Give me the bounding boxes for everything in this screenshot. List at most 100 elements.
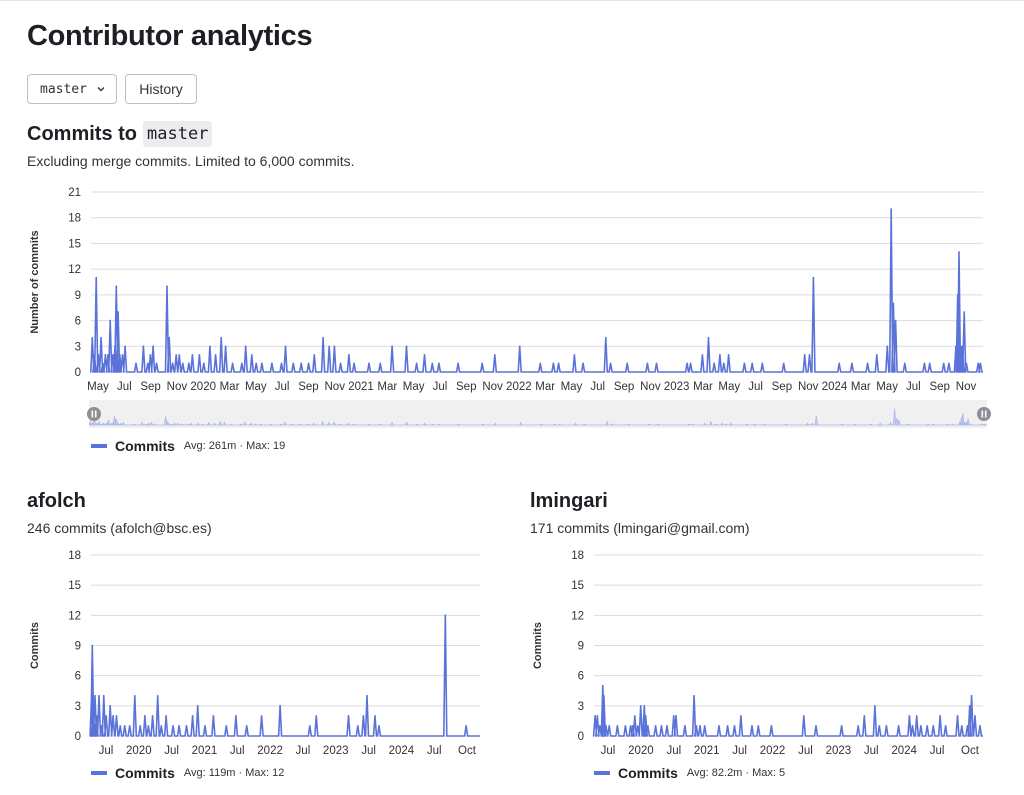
data-point [609,362,612,365]
data-point [244,345,247,348]
data-point [313,354,316,356]
x-tick-label: Sep [614,381,634,393]
data-point [605,725,607,727]
data-point [109,319,111,322]
data-point [156,695,159,697]
x-tick-label: Jul [99,745,114,757]
data-point [718,725,720,727]
data-point [979,725,981,727]
y-tick-label: 9 [75,641,81,653]
data-point [639,705,642,707]
y-tick-label: 18 [571,550,584,562]
data-point [851,362,853,365]
data-point [944,725,947,727]
branch-code-label: master [143,121,213,147]
data-point [128,725,131,727]
data-point [942,362,945,365]
data-point [923,362,926,365]
zoom-slider[interactable] [89,400,987,428]
data-point [123,725,126,727]
branch-dropdown[interactable]: master [27,74,117,104]
data-point [214,354,217,356]
series-line [592,684,983,737]
x-tick-label: Mar [377,381,397,393]
legend-series-name[interactable]: Commits [618,765,678,781]
commits-title-prefix: Commits to [27,122,137,145]
data-point [874,705,876,707]
data-point [968,705,971,707]
data-point [241,362,243,365]
x-tick-label: Oct [458,745,477,757]
data-point [812,276,815,279]
data-point [886,345,889,348]
data-point [808,354,811,356]
legend-stats: Avg: 82.2m · Max: 5 [686,767,786,779]
data-point [378,725,380,727]
data-point [175,354,177,356]
data-point [209,345,211,348]
x-tick-label: Jul [590,381,605,393]
legend-series-name[interactable]: Commits [115,438,175,454]
data-point [135,362,137,365]
data-point [815,725,817,727]
x-tick-label: Nov [167,381,188,393]
data-point [603,695,605,697]
data-point [956,715,959,717]
data-point [695,725,698,727]
x-tick-label: 2022 [257,745,283,757]
legend-series-name[interactable]: Commits [115,765,175,781]
data-point [90,695,93,697]
data-point [231,362,234,365]
data-point [119,725,121,727]
data-point [948,362,950,365]
slider-handle-left[interactable] [87,407,101,421]
x-tick-label: 2023 [323,745,349,757]
x-tick-label: Jul [930,745,945,757]
data-point [689,362,692,365]
data-point [124,345,126,348]
data-point [95,276,97,279]
x-tick-label: Jul [427,745,442,757]
data-point [770,725,773,727]
data-point [196,705,199,707]
data-point [300,362,303,365]
x-tick-label: Jul [906,381,921,393]
data-point [684,725,686,727]
history-button[interactable]: History [125,74,197,104]
x-tick-label: 2021 [694,745,720,757]
data-point [280,362,283,365]
data-point [191,354,194,356]
data-point [171,362,174,365]
data-point [368,362,370,365]
data-point [348,354,350,356]
chevron-down-icon [97,87,105,92]
x-tick-label: Mar [535,381,555,393]
x-tick-label: May [876,381,898,393]
data-point [95,715,98,717]
y-tick-label: 0 [75,367,81,379]
data-point [757,725,760,727]
contributor-name: lmingari [530,490,608,512]
branch-dropdown-label: master [40,81,87,97]
data-point [890,208,892,210]
data-point [605,336,607,339]
contributor-info: 246 commits (afolch@bsc.es) [27,520,212,536]
y-tick-label: 0 [75,731,81,743]
data-point [379,362,382,365]
legend-swatch [91,444,107,448]
x-tick-label: Jul [230,745,245,757]
x-tick-label: Jul [748,381,763,393]
data-point [353,362,355,365]
legend-stats: Avg: 119m · Max: 12 [183,767,285,779]
slider-series-preview [89,408,987,426]
slider-handle-right[interactable] [977,407,991,421]
data-point [932,725,935,727]
data-point [803,715,805,717]
y-tick-label: 15 [68,238,81,250]
data-point [374,715,376,717]
data-point [726,725,729,727]
x-tick-label: Nov [640,381,661,393]
contributor-legend: Commits Avg: 82.2m · Max: 5 [594,765,785,781]
data-point [743,362,746,365]
